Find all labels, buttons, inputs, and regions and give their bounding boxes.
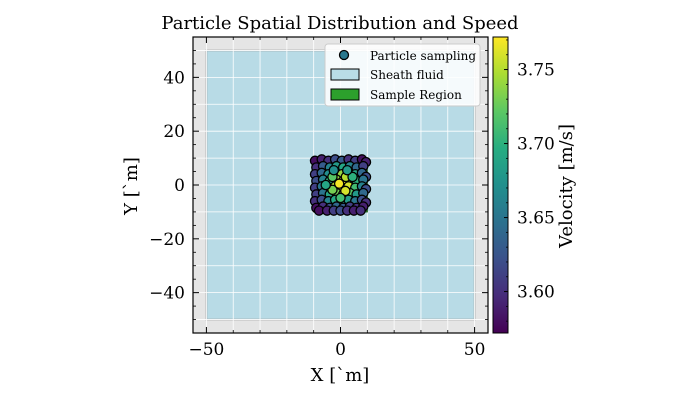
x-tick-label: 50 — [464, 340, 486, 360]
colorbar-ticks: 3.60 3.65 3.70 3.75 — [504, 39, 555, 322]
particle-point — [333, 178, 345, 189]
y-tick-label: −40 — [149, 284, 185, 304]
legend-box — [324, 43, 481, 107]
colorbar-tick-label: 3.75 — [517, 61, 555, 81]
x-axis-label: X [`m] — [311, 365, 370, 386]
colorbar-tick-label: 3.60 — [517, 283, 555, 303]
particle-point — [347, 171, 358, 183]
y-tick-label: 40 — [163, 68, 185, 88]
colorbar-tick-label: 3.65 — [517, 209, 555, 229]
x-tick-label: −50 — [188, 340, 224, 360]
legend-label-sample: Sample Region — [370, 88, 462, 102]
y-tick-label: 20 — [163, 122, 185, 142]
x-tick-label: 0 — [335, 340, 346, 360]
chart-title: Particle Spatial Distribution and Speed — [161, 13, 518, 34]
legend: Particle sampling Sheath fluid Sample Re… — [324, 43, 481, 107]
colorbar-tick-label: 3.70 — [517, 135, 555, 155]
y-axis-label: Y [`m] — [121, 157, 142, 216]
axis-ticks: −50 0 50 −40 −20 0 20 40 — [149, 37, 488, 360]
particle-point — [340, 185, 351, 197]
particle-point — [341, 164, 353, 176]
legend-label-sheath: Sheath fluid — [370, 68, 444, 82]
particle-points — [309, 154, 372, 216]
legend-patch-sheath — [330, 68, 360, 81]
colorbar — [492, 36, 509, 334]
colorbar-label: Velocity [m/s] — [556, 124, 577, 249]
particle-point — [328, 164, 340, 176]
particle-point — [320, 179, 331, 191]
legend-label-particle: Particle sampling — [370, 49, 476, 63]
y-tick-label: 0 — [174, 176, 185, 196]
legend-patch-sample — [330, 88, 360, 101]
legend-marker-particle — [338, 49, 350, 61]
particle-point — [355, 205, 366, 216]
particle-point — [335, 192, 346, 204]
y-tick-label: −20 — [149, 230, 185, 250]
